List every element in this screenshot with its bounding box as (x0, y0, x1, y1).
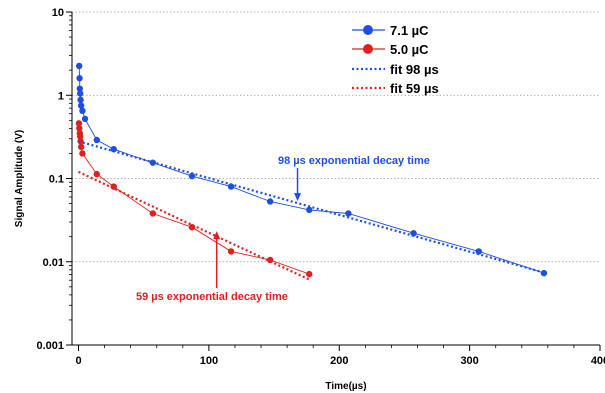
data-point (345, 210, 352, 217)
y-axis-title: Signal Amplitude (V) (14, 130, 25, 227)
data-point (77, 102, 85, 109)
annotations: 98 µs exponential decay time 59 µs expone… (136, 155, 430, 303)
y-tick-label: 0.001 (36, 340, 64, 352)
data-point (188, 172, 196, 180)
x-tick-label: 400 (591, 355, 605, 367)
data-point (110, 145, 117, 153)
data-point (93, 170, 100, 178)
data-point (227, 183, 235, 190)
legend-label: fit 98 µs (390, 62, 439, 77)
legend-label: 7.1 µC (390, 23, 429, 38)
x-tick-label: 0 (75, 355, 81, 367)
annotation-arrow-head (213, 231, 221, 240)
annotation-arrow-head (294, 193, 302, 202)
y-tick-label: 1 (58, 90, 64, 102)
data-point (266, 198, 274, 205)
data-point (149, 210, 157, 217)
data-point (77, 143, 85, 151)
legend-swatch-marker (363, 25, 373, 35)
data-point (77, 133, 84, 140)
y-tick-label: 0.1 (49, 174, 64, 186)
axes: 0.0010.010.11100100200300400Time(µs)Sign… (14, 7, 605, 392)
series-line-1 (78, 123, 310, 275)
x-tick-label: 300 (460, 355, 478, 367)
data-point (540, 269, 548, 277)
series-line-0 (78, 65, 545, 274)
x-tick-label: 100 (200, 355, 218, 367)
data-point (227, 248, 235, 255)
plot-area (75, 62, 548, 281)
annotation-59us: 59 µs exponential decay time (136, 291, 288, 303)
x-tick-label: 200 (330, 355, 348, 367)
legend-swatch-marker (363, 44, 373, 54)
y-tick-label: 0.01 (43, 257, 64, 269)
data-point (77, 90, 84, 97)
data-point (93, 136, 100, 144)
legend-label: 5.0 µC (390, 42, 429, 57)
data-point (410, 230, 417, 237)
y-tick-label: 10 (52, 7, 64, 19)
data-point (79, 150, 86, 157)
data-point (306, 206, 313, 214)
data-point (76, 75, 83, 82)
legend: 7.1 µC 5.0 µC fit 98 µs fit 59 µs (352, 23, 439, 96)
data-point (77, 96, 84, 104)
data-point (75, 120, 83, 127)
data-point (76, 125, 83, 132)
x-axis-title: Time(µs) (325, 381, 366, 392)
data-point (76, 85, 84, 92)
data-point (306, 270, 313, 278)
data-point (75, 62, 83, 70)
data-point (79, 107, 86, 115)
data-point (81, 115, 89, 123)
data-point (77, 138, 84, 145)
fit-line-3 (78, 170, 310, 281)
legend-label: fit 59 µs (390, 81, 439, 96)
annotation-98us: 98 µs exponential decay time (278, 155, 430, 167)
